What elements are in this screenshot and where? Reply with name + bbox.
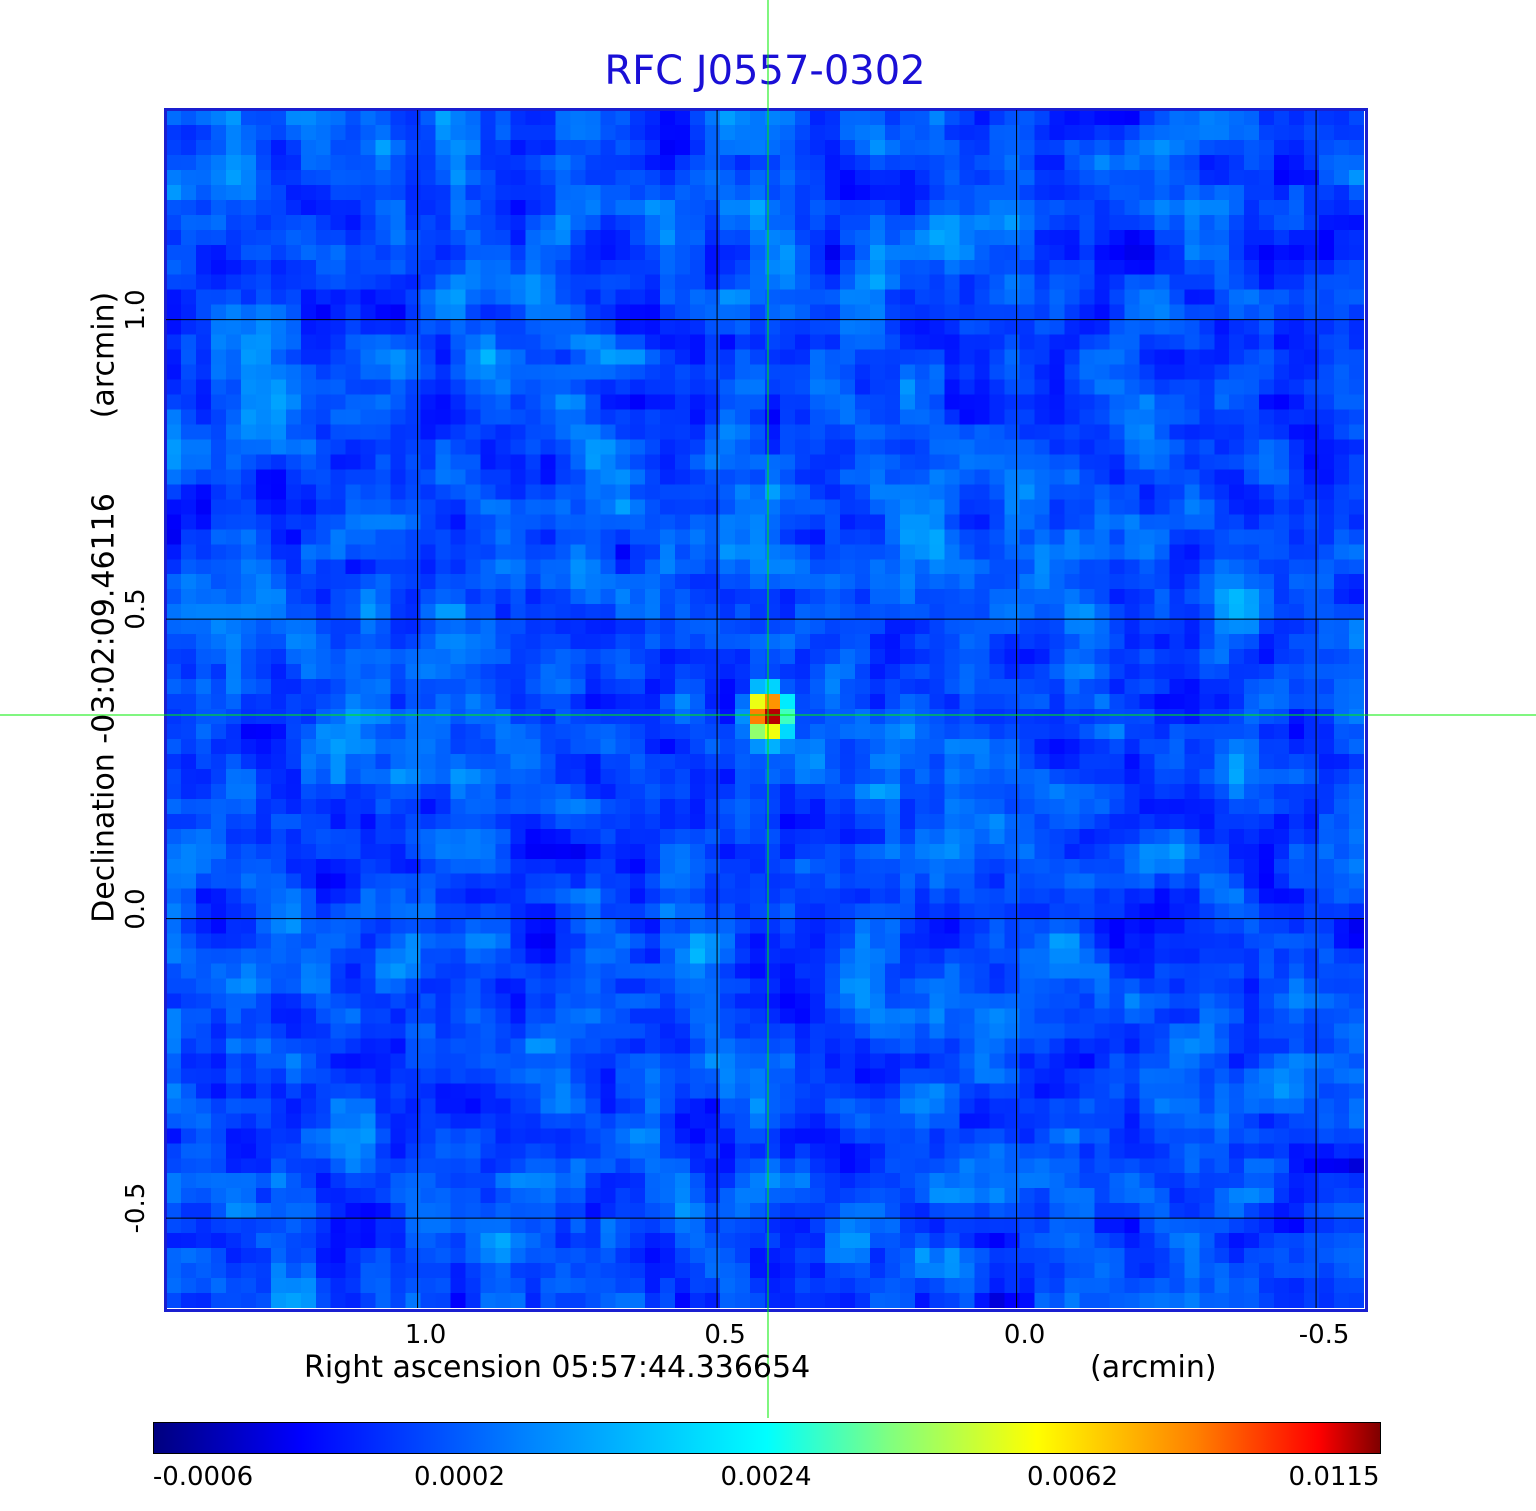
- y-tick-label: 1.0: [121, 288, 151, 331]
- heatmap-image: [166, 110, 1364, 1308]
- x-tick-label: 0.0: [1003, 1320, 1046, 1350]
- x-tick-label: -0.5: [1298, 1320, 1350, 1350]
- x-axis-label: Right ascension 05:57:44.336654: [304, 1350, 811, 1385]
- y-tick-label: -0.5: [121, 1182, 151, 1234]
- colorbar-tick-label: 0.0002: [414, 1462, 505, 1492]
- y-axis-unit: (arcmin): [86, 291, 122, 419]
- colorbar-tick-label: 0.0115: [1288, 1462, 1380, 1492]
- colorbar: [153, 1422, 1381, 1454]
- colorbar-tick-label: 0.0062: [1027, 1462, 1118, 1492]
- colorbar-tick-label: -0.0006: [152, 1462, 254, 1492]
- x-axis-unit: (arcmin): [1090, 1350, 1217, 1385]
- x-tick-label: 1.0: [404, 1320, 447, 1350]
- y-tick-label: 0.0: [121, 887, 151, 930]
- x-tick-label: 0.5: [704, 1320, 746, 1350]
- colorbar-tick-label: 0.0024: [720, 1462, 812, 1492]
- chart-title: RFC J0557-0302: [604, 48, 926, 94]
- y-axis-label: Declination -03:02:09.46116: [86, 493, 122, 923]
- y-tick-label: 0.5: [121, 588, 151, 630]
